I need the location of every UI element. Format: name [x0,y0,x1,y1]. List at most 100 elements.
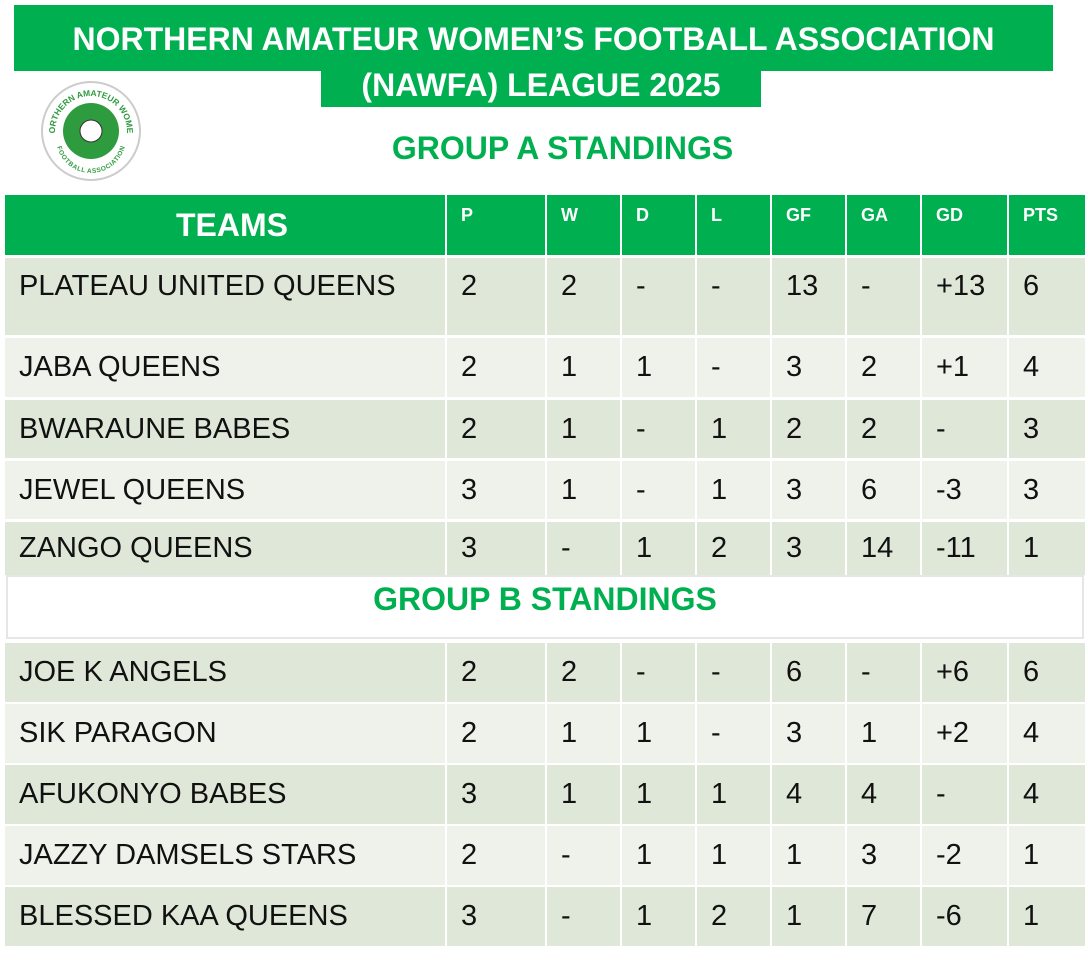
table-cell: 2 [547,643,620,702]
table-cell: BWARAUNE BABES [5,400,445,458]
table-cell: 1 [1009,522,1085,575]
table-cell: 4 [772,765,845,824]
table-cell: 1 [547,461,620,519]
table-cell: 3 [772,522,845,575]
column-header: TEAMS [5,195,445,255]
table-cell: JOE K ANGELS [5,643,445,702]
table-cell: 2 [447,258,545,335]
title-band-2: (NAWFA) LEAGUE 2025 [321,67,761,107]
table-cell: PLATEAU UNITED QUEENS [5,258,445,335]
table-cell: 3 [1009,400,1085,458]
table-cell: 3 [447,461,545,519]
table-cell: 1 [622,338,695,397]
table-cell: 2 [447,704,545,763]
column-header: PTS [1009,195,1085,255]
table-cell: - [922,400,1007,458]
table-cell: - [622,258,695,335]
table-cell: JABA QUEENS [5,338,445,397]
table-cell: 1 [1009,887,1085,946]
table-cell: +6 [922,643,1007,702]
table-cell: - [622,461,695,519]
column-header: D [622,195,695,255]
table-cell: 1 [1009,826,1085,885]
table-cell: 3 [447,765,545,824]
table-cell: - [697,704,770,763]
table-cell: 3 [447,887,545,946]
table-cell: 2 [447,643,545,702]
table-cell: 1 [547,704,620,763]
table-cell: - [697,643,770,702]
table-cell: 1 [847,704,920,763]
table-cell: 3 [772,338,845,397]
table-cell: 3 [447,522,545,575]
title-line1: NORTHERN AMATEUR WOMEN’S FOOTBALL ASSOCI… [72,21,995,57]
table-cell: - [547,887,620,946]
table-cell: 6 [1009,258,1085,335]
table-cell: 14 [847,522,920,575]
table-cell: - [547,522,620,575]
table-cell: - [922,765,1007,824]
table-cell: - [547,826,620,885]
table-cell: -11 [922,522,1007,575]
column-header: GF [772,195,845,255]
table-cell: 2 [447,826,545,885]
table-cell: 1 [697,826,770,885]
column-header: GD [922,195,1007,255]
table-cell: 2 [847,338,920,397]
group-title: GROUP A STANDINGS [391,130,734,166]
table-cell: 3 [772,461,845,519]
table-cell: - [697,338,770,397]
table-cell: 1 [697,400,770,458]
title-band: NORTHERN AMATEUR WOMEN’S FOOTBALL ASSOCI… [14,5,1053,71]
table-cell: - [622,643,695,702]
table-cell: 2 [697,522,770,575]
table-cell: -3 [922,461,1007,519]
table-cell: BLESSED KAA QUEENS [5,887,445,946]
group-title: GROUP B STANDINGS [6,575,1084,639]
table-cell: 2 [697,887,770,946]
column-header: GA [847,195,920,255]
table-cell: SIK PARAGON [5,704,445,763]
table-cell: AFUKONYO BABES [5,765,445,824]
table-cell: 2 [447,338,545,397]
table-cell: 4 [1009,765,1085,824]
table-cell: JAZZY DAMSELS STARS [5,826,445,885]
column-header: L [697,195,770,255]
column-header: W [547,195,620,255]
table-cell: 2 [547,258,620,335]
table-cell: - [847,643,920,702]
table-cell: 13 [772,258,845,335]
table-cell: +13 [922,258,1007,335]
table-cell: 1 [697,461,770,519]
table-cell: 1 [622,704,695,763]
table-cell: 1 [697,765,770,824]
table-cell: 6 [847,461,920,519]
table-cell: 1 [622,765,695,824]
table-cell: 6 [772,643,845,702]
table-cell: 7 [847,887,920,946]
table-cell: -2 [922,826,1007,885]
table-cell: ZANGO QUEENS [5,522,445,575]
table-cell: 3 [772,704,845,763]
table-cell: 1 [772,887,845,946]
table-cell: 3 [1009,461,1085,519]
table-cell: 1 [622,826,695,885]
table-cell: 1 [622,522,695,575]
table-cell: +1 [922,338,1007,397]
table-cell: 4 [1009,704,1085,763]
table-cell: 2 [772,400,845,458]
table-cell: 2 [447,400,545,458]
table-cell: 4 [847,765,920,824]
table-cell: 4 [1009,338,1085,397]
table-cell: 2 [847,400,920,458]
table-cell: 6 [1009,643,1085,702]
table-cell: JEWEL QUEENS [5,461,445,519]
title-line2: (NAWFA) LEAGUE 2025 [361,67,721,103]
logo: NORTHERN AMATEUR WOMEN FOOTBALL ASSOCIAT… [38,80,141,181]
table-cell: - [847,258,920,335]
table-cell: - [622,400,695,458]
table-cell: 1 [622,887,695,946]
table-cell: 1 [772,826,845,885]
table-cell: 1 [547,338,620,397]
